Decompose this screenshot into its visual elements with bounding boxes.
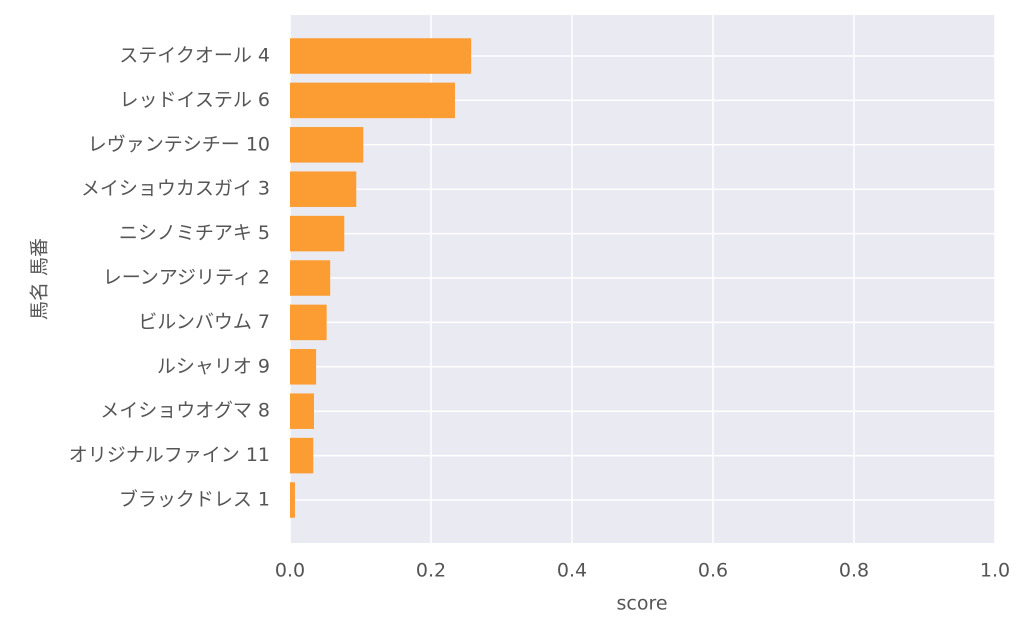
y-tick-label: ルシャリオ 9: [157, 355, 270, 377]
bar: [290, 437, 314, 474]
y-tick-label: ビルンバウム 7: [138, 311, 270, 333]
bar: [290, 349, 317, 385]
bar: [290, 171, 357, 207]
y-tick-label: ニシノミチアキ 5: [119, 222, 270, 244]
x-tick-label: 0.6: [698, 560, 728, 582]
y-tick-label: レヴァンテシチー 10: [88, 133, 270, 155]
y-axis-label: 馬名 馬番: [29, 238, 51, 320]
y-tick-label: メイショウオグマ 8: [100, 400, 270, 422]
bar: [290, 260, 331, 296]
y-tick-label: メイショウカスガイ 3: [81, 178, 270, 200]
x-tick-label: 0.2: [416, 560, 446, 582]
x-axis-label: score: [616, 593, 667, 615]
y-tick-label: ブラックドレス 1: [119, 488, 270, 511]
bar: [290, 38, 472, 74]
x-tick-label: 0.4: [557, 560, 587, 582]
bar: [290, 482, 295, 518]
x-tick-label: 0.8: [839, 560, 869, 582]
x-tick-label: 1.0: [980, 560, 1010, 582]
bar: [290, 215, 345, 252]
y-tick-label: レッドイステル 6: [119, 89, 270, 111]
bar: [290, 82, 455, 119]
bar: [290, 393, 314, 429]
y-tick-label: レーンアジリティ 2: [103, 267, 270, 289]
y-tick-label: オリジナルファイン 11: [69, 444, 270, 466]
bar: [290, 304, 327, 341]
y-tick-label: ステイクオール 4: [119, 45, 270, 67]
bar: [290, 127, 364, 163]
x-tick-label: 0.0: [275, 560, 305, 582]
